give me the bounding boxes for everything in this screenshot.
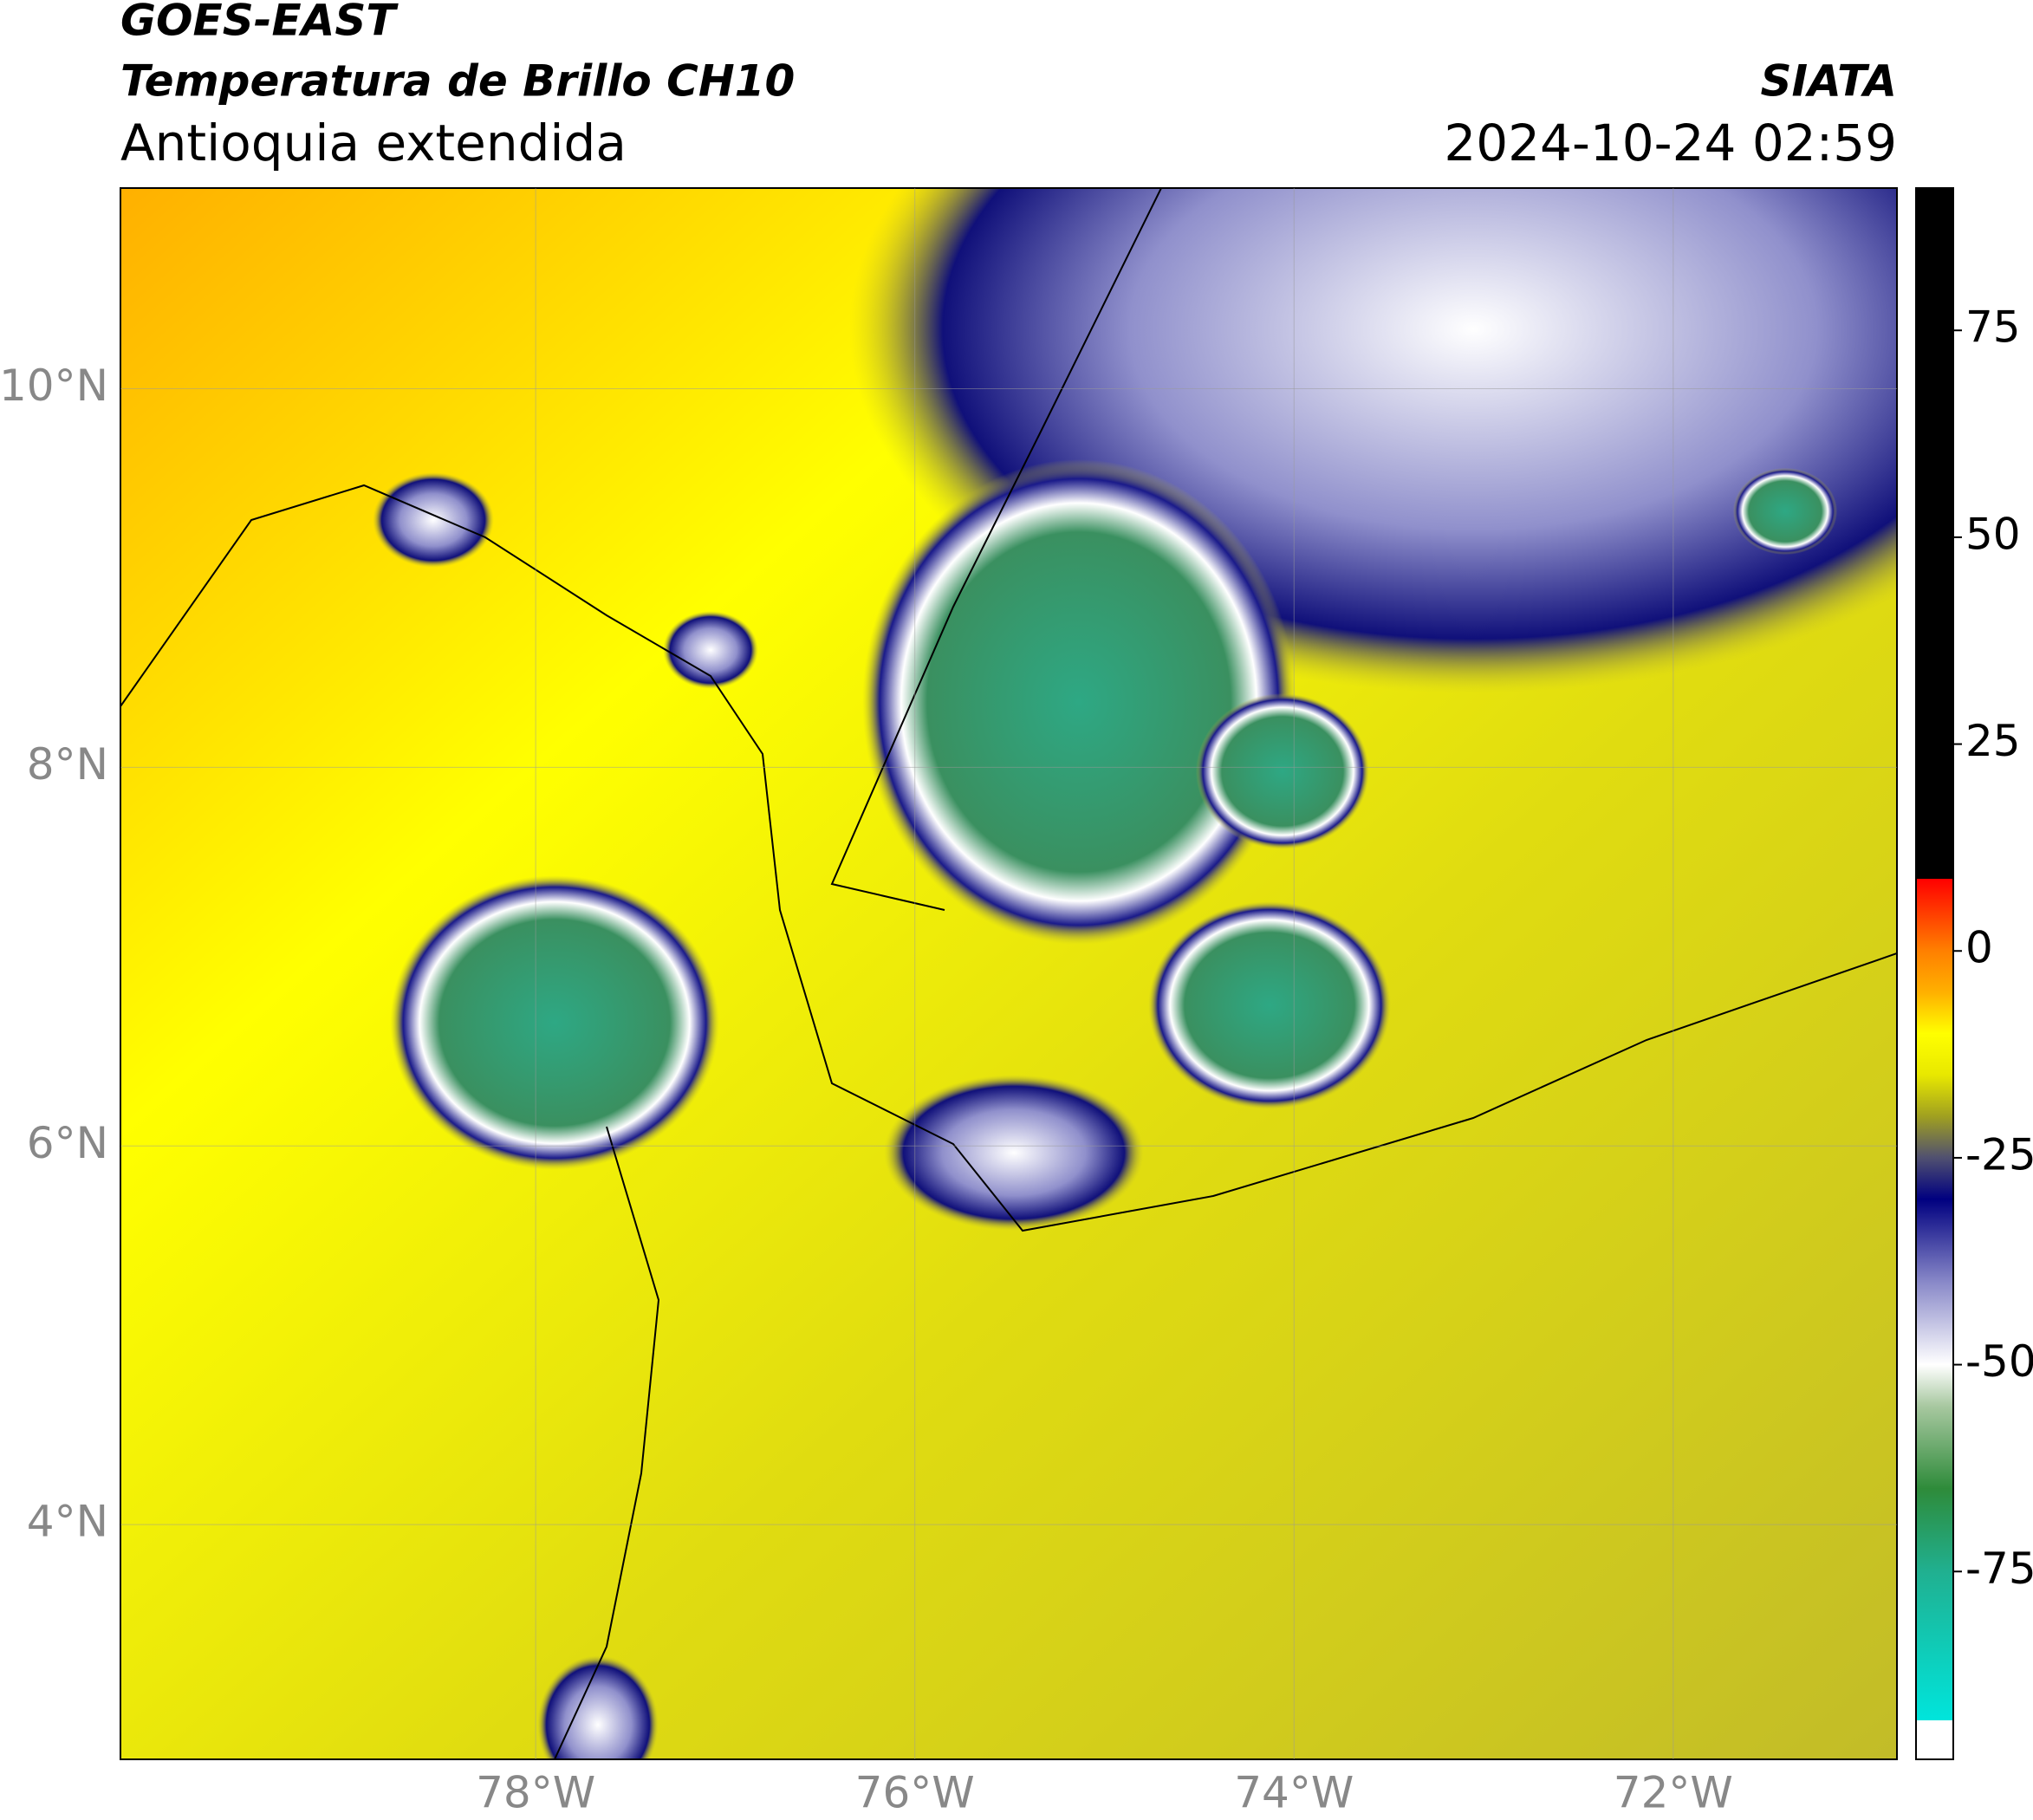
map-frame [120,187,1898,1760]
lon-tick-label: 78°W [476,1768,595,1818]
lon-tick-label: 72°W [1614,1768,1733,1818]
subtitle: Temperatura de Brillo CH10 [120,56,795,107]
lat-tick-label: 8°N [27,739,108,790]
lat-tick-label: 4°N [27,1497,108,1547]
colorbar-tick-label: -75 [1965,1544,2033,1594]
colorbar-tick-label: 25 [1965,716,2021,766]
lat-tick-label: 10°N [0,361,108,411]
satellite-image [120,188,1897,1759]
lon-tick-label: 74°W [1234,1768,1354,1818]
colorbar-tick-label: -25 [1965,1129,2033,1180]
datetime: 2024-10-24 02:59 [1444,114,1897,172]
lon-tick-label: 76°W [855,1768,975,1818]
colorbar-tick-label: 0 [1965,923,1993,973]
colorbar-tick-label: 75 [1965,302,2021,353]
source: SIATA [1761,56,1897,107]
region: Antioquia extendida [120,114,627,172]
colorbar-tick-label: 50 [1965,509,2021,559]
colorbar [1915,187,1954,1760]
colorbar-tick-label: -50 [1965,1336,2033,1387]
lat-tick-label: 6°N [27,1118,108,1168]
title: GOES-EAST [120,0,399,46]
